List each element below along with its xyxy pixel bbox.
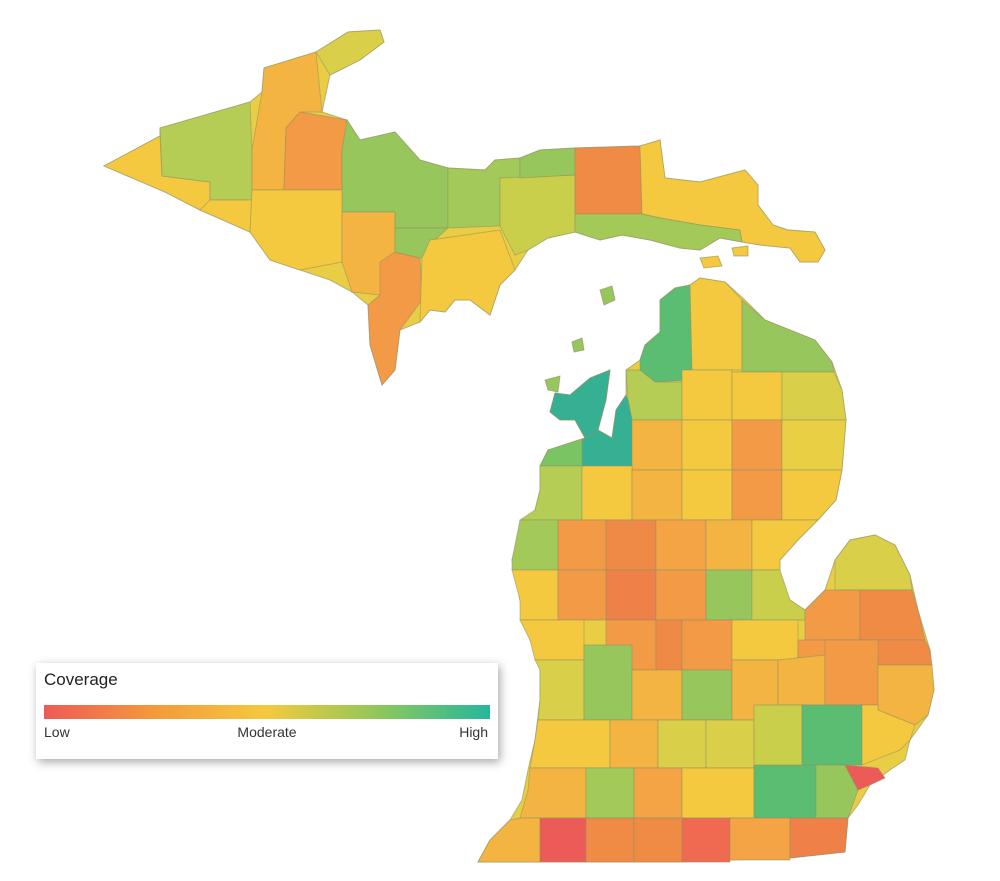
county	[705, 519, 753, 571]
county	[419, 229, 516, 324]
island	[731, 245, 749, 257]
legend-label-low: Low	[44, 724, 70, 740]
county	[583, 644, 633, 721]
up-counties	[102, 29, 826, 386]
county	[557, 569, 607, 621]
county	[605, 569, 657, 621]
county	[731, 469, 783, 521]
island	[599, 285, 616, 306]
county	[681, 817, 731, 863]
county	[519, 767, 587, 819]
county	[859, 589, 926, 641]
island	[544, 375, 561, 393]
county	[801, 704, 863, 766]
legend-label-high: High	[459, 724, 488, 740]
county	[751, 569, 806, 621]
county	[519, 619, 585, 661]
county	[681, 767, 755, 819]
county	[751, 519, 820, 571]
county	[631, 419, 683, 471]
county	[804, 589, 861, 641]
county	[249, 189, 343, 271]
county	[681, 469, 733, 521]
county	[519, 147, 576, 179]
county	[609, 719, 659, 769]
county	[557, 519, 607, 571]
county	[518, 465, 583, 521]
county	[315, 29, 385, 76]
lp-counties	[477, 277, 935, 863]
legend-label-moderate: Moderate	[237, 724, 297, 740]
legend-title: Coverage	[44, 670, 118, 689]
county	[539, 817, 587, 863]
county	[753, 764, 817, 819]
county	[631, 669, 683, 721]
county	[511, 519, 559, 571]
county	[633, 767, 683, 819]
county	[824, 639, 879, 706]
legend-color-bar	[44, 705, 490, 719]
county	[681, 419, 733, 471]
county	[199, 199, 253, 233]
county	[844, 764, 886, 791]
county	[534, 659, 585, 721]
county	[655, 619, 683, 671]
county	[753, 704, 803, 769]
county	[633, 817, 683, 863]
county	[731, 419, 783, 471]
county	[655, 519, 707, 571]
county	[731, 371, 783, 421]
county	[781, 469, 843, 521]
county	[815, 764, 859, 819]
county	[781, 419, 847, 471]
county	[574, 145, 643, 215]
county	[705, 719, 755, 769]
county	[731, 619, 799, 661]
county	[529, 719, 611, 769]
county	[681, 619, 733, 671]
county	[861, 704, 916, 766]
county	[777, 654, 826, 706]
county	[681, 369, 733, 421]
county	[834, 534, 913, 591]
county	[657, 719, 707, 769]
county	[581, 465, 633, 521]
island	[699, 255, 723, 269]
county	[689, 277, 743, 371]
county	[639, 284, 693, 383]
county	[585, 767, 635, 819]
county	[631, 469, 683, 521]
county	[781, 371, 847, 421]
county	[705, 569, 753, 621]
county	[655, 569, 707, 621]
county	[585, 817, 635, 863]
county	[605, 519, 657, 571]
county	[539, 437, 586, 467]
county	[789, 817, 849, 859]
island	[571, 337, 585, 353]
county	[511, 569, 559, 621]
county	[574, 213, 743, 251]
county	[477, 817, 541, 863]
county	[729, 817, 791, 861]
county	[681, 669, 733, 721]
county	[499, 174, 576, 256]
county	[549, 369, 611, 439]
legend: Coverage Low Moderate High	[36, 663, 498, 759]
